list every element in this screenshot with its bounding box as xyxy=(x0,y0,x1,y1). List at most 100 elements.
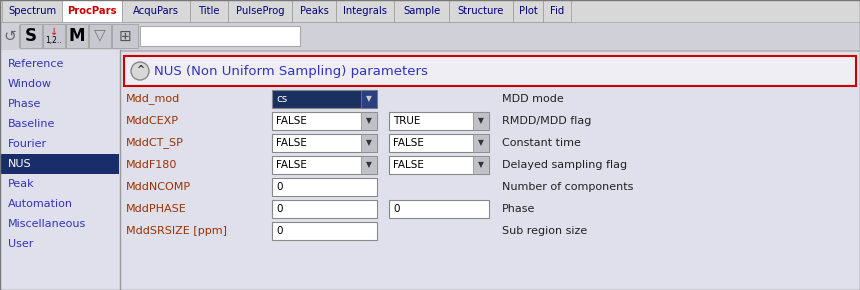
Text: MddCEXP: MddCEXP xyxy=(126,116,179,126)
Bar xyxy=(292,0,336,22)
Text: PulseProg: PulseProg xyxy=(236,6,285,16)
Bar xyxy=(2,0,62,22)
Bar xyxy=(272,134,377,152)
Text: MddPHASE: MddPHASE xyxy=(126,204,187,214)
Text: AcquPars: AcquPars xyxy=(133,6,179,16)
Text: ▼: ▼ xyxy=(366,160,372,169)
Bar xyxy=(473,156,489,174)
Bar xyxy=(190,0,228,22)
Text: ↺: ↺ xyxy=(3,28,16,44)
Bar xyxy=(272,156,377,174)
Bar xyxy=(272,200,377,218)
Text: 0: 0 xyxy=(276,226,282,236)
Text: MddCT_SP: MddCT_SP xyxy=(126,137,184,148)
Text: S: S xyxy=(25,27,37,45)
Bar xyxy=(361,90,377,108)
Text: MDD mode: MDD mode xyxy=(502,94,564,104)
Text: MddF180: MddF180 xyxy=(126,160,177,170)
Text: FALSE: FALSE xyxy=(393,138,424,148)
Bar xyxy=(449,0,513,22)
Text: ▼: ▼ xyxy=(366,95,372,104)
Bar xyxy=(272,112,377,130)
Text: 0: 0 xyxy=(393,204,400,214)
Text: ProcPars: ProcPars xyxy=(67,6,117,16)
Bar xyxy=(361,134,377,152)
Bar xyxy=(389,134,489,152)
Bar xyxy=(361,156,377,174)
Bar xyxy=(473,112,489,130)
Text: Fid: Fid xyxy=(550,6,564,16)
Text: Number of components: Number of components xyxy=(502,182,633,192)
Text: NUS (Non Uniform Sampling) parameters: NUS (Non Uniform Sampling) parameters xyxy=(154,64,428,77)
Text: FALSE: FALSE xyxy=(276,138,307,148)
Text: ▼: ▼ xyxy=(366,139,372,148)
Text: M: M xyxy=(69,27,85,45)
Text: FALSE: FALSE xyxy=(393,160,424,170)
Text: FALSE: FALSE xyxy=(276,116,307,126)
Text: Structure: Structure xyxy=(458,6,504,16)
Bar xyxy=(20,24,42,48)
Bar xyxy=(513,0,543,22)
Bar xyxy=(140,26,300,46)
Text: Window: Window xyxy=(8,79,52,89)
Text: RMDD/MDD flag: RMDD/MDD flag xyxy=(502,116,592,126)
Bar xyxy=(62,0,122,22)
Bar xyxy=(389,156,489,174)
Bar xyxy=(0,22,860,50)
Bar xyxy=(272,222,377,240)
Bar xyxy=(394,0,449,22)
Bar xyxy=(272,178,377,196)
Bar xyxy=(0,50,120,290)
Bar xyxy=(66,24,88,48)
Text: ⊞: ⊞ xyxy=(119,28,132,44)
Bar xyxy=(361,112,377,130)
Text: Sub region size: Sub region size xyxy=(502,226,587,236)
Text: Mdd_mod: Mdd_mod xyxy=(126,94,181,104)
Text: Miscellaneous: Miscellaneous xyxy=(8,219,86,229)
Text: Constant time: Constant time xyxy=(502,138,580,148)
Bar xyxy=(112,24,138,48)
Text: MddNCOMP: MddNCOMP xyxy=(126,182,191,192)
Text: NUS: NUS xyxy=(8,159,32,169)
Text: User: User xyxy=(8,239,34,249)
Text: Fourier: Fourier xyxy=(8,139,47,149)
Text: Automation: Automation xyxy=(8,199,73,209)
Text: Phase: Phase xyxy=(8,99,41,109)
Text: FALSE: FALSE xyxy=(276,160,307,170)
Text: ^: ^ xyxy=(136,66,144,75)
Text: Baseline: Baseline xyxy=(8,119,55,129)
Text: 0: 0 xyxy=(276,182,282,192)
Text: TRUE: TRUE xyxy=(393,116,421,126)
Text: ↓: ↓ xyxy=(50,27,58,37)
Text: Integrals: Integrals xyxy=(343,6,387,16)
Text: Plot: Plot xyxy=(519,6,538,16)
Bar xyxy=(122,0,190,22)
Text: Phase: Phase xyxy=(502,204,536,214)
Text: Reference: Reference xyxy=(8,59,64,69)
Circle shape xyxy=(131,62,149,80)
Text: ▽: ▽ xyxy=(94,28,106,44)
Bar xyxy=(389,112,489,130)
Text: Peaks: Peaks xyxy=(299,6,329,16)
Bar xyxy=(228,0,292,22)
Text: Peak: Peak xyxy=(8,179,34,189)
Text: Sample: Sample xyxy=(402,6,440,16)
Text: ▼: ▼ xyxy=(478,117,484,126)
Text: ▼: ▼ xyxy=(366,117,372,126)
Text: ▼: ▼ xyxy=(478,139,484,148)
Bar xyxy=(336,0,394,22)
Text: Spectrum: Spectrum xyxy=(8,6,56,16)
Bar xyxy=(43,24,65,48)
Text: cs: cs xyxy=(276,94,287,104)
Bar xyxy=(1,154,119,174)
Bar xyxy=(272,90,377,108)
Text: MddSRSIZE [ppm]: MddSRSIZE [ppm] xyxy=(126,226,227,236)
Bar xyxy=(389,200,489,218)
Bar xyxy=(0,50,860,290)
Text: 0: 0 xyxy=(276,204,282,214)
Bar xyxy=(0,0,860,22)
Bar xyxy=(543,0,571,22)
Text: Title: Title xyxy=(199,6,220,16)
Text: Delayed sampling flag: Delayed sampling flag xyxy=(502,160,627,170)
Text: 1,2..: 1,2.. xyxy=(46,35,62,44)
